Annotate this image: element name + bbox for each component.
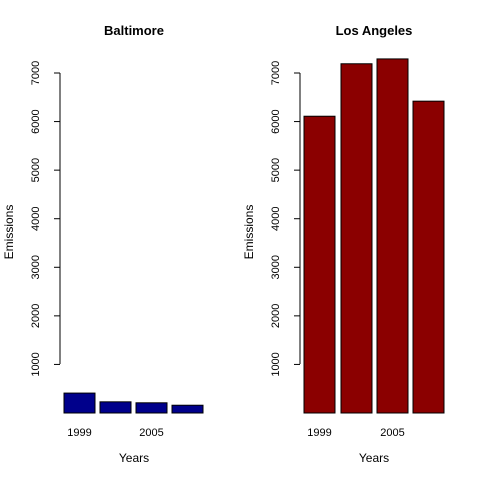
bar-2002 [340,63,373,414]
y-tick-label: 5000 [30,158,42,182]
bars [303,58,445,414]
chart-title: Baltimore [104,23,164,38]
bars [63,392,204,414]
x-tick-labels: 1999 2005 [307,427,404,439]
y-tick-label: 6000 [30,109,42,133]
y-tick-label: 2000 [30,304,42,328]
bar-1999 [303,115,336,414]
bar-2005 [376,58,409,414]
bar-2002 [99,401,132,414]
chart-panel-los-angeles: Los Angeles Years Emissions 1000 2000 3000… [242,23,445,465]
x-axis-label: Years [119,451,149,465]
y-tick-label: 7000 [30,61,42,85]
chart-title: Los Angeles [336,23,413,38]
y-axis-ticks: 1000 2000 3000 4000 5000 6000 7000 [270,61,300,377]
y-tick-label: 2000 [270,304,282,328]
x-tick-label: 1999 [307,427,331,439]
y-tick-label: 1000 [30,352,42,376]
x-axis-label: Years [359,451,389,465]
y-tick-label: 4000 [30,206,42,230]
y-axis-ticks: 1000 2000 3000 4000 5000 6000 7000 [30,61,60,377]
x-tick-label: 2005 [380,427,404,439]
x-tick-label: 2005 [139,427,163,439]
y-tick-label: 4000 [270,206,282,230]
y-tick-label: 3000 [270,255,282,279]
bar-2008 [412,100,445,414]
y-tick-label: 6000 [270,109,282,133]
bar-2008 [171,404,204,414]
y-axis-label: Emissions [2,205,16,260]
chart-panel-baltimore: Baltimore Years Emissions 1000 2000 3000 40… [2,23,204,465]
bar-1999 [63,392,96,414]
x-tick-labels: 1999 2005 [67,427,163,439]
y-tick-label: 5000 [270,158,282,182]
bar-2005 [135,402,168,414]
y-tick-label: 1000 [270,352,282,376]
y-tick-label: 7000 [270,61,282,85]
y-axis-label: Emissions [242,205,256,260]
y-tick-label: 3000 [30,255,42,279]
x-tick-label: 1999 [67,427,91,439]
